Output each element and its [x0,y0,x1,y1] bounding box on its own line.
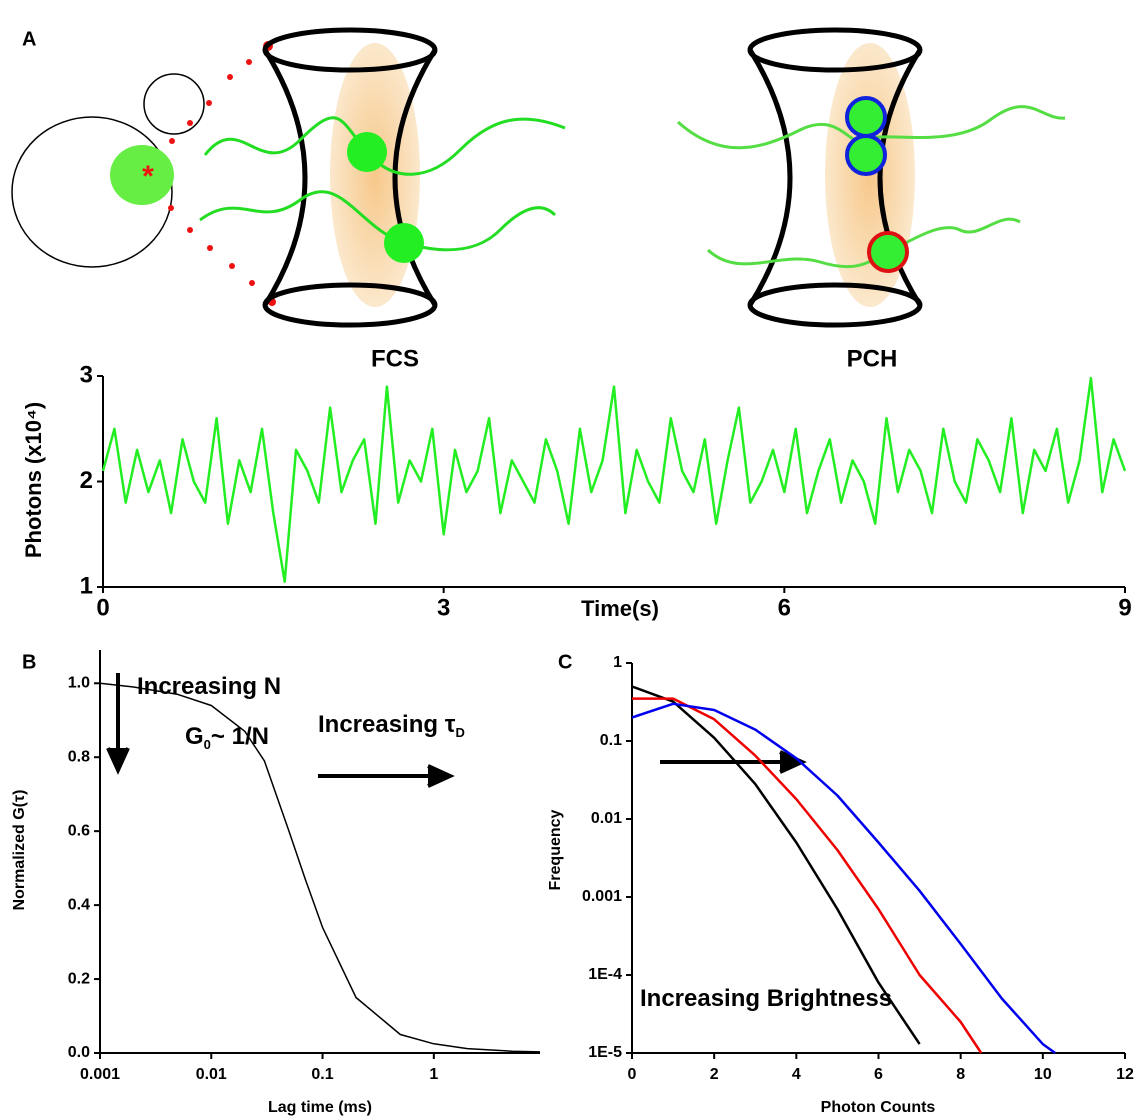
x-tick-label: 4 [792,1066,801,1083]
y-tick-label: 0.8 [68,748,90,765]
x-tick-label: 1 [429,1066,438,1083]
x-tick-label: 0.1 [311,1066,333,1083]
x-axis-title: Lag time (ms) [268,1099,372,1116]
hourglass [262,27,923,328]
x-tick-label: 2 [710,1066,719,1083]
annotation: Increasing τD [318,711,465,740]
x-tick-label: 0 [628,1066,637,1083]
x-tick-label: 8 [956,1066,965,1083]
annotation-text: Increasing Brightness [640,985,892,1012]
y-tick-label: 0.4 [68,896,90,913]
panel-label: B [22,651,36,673]
molecule [384,223,424,263]
x-tick-label: 12 [1116,1066,1134,1083]
y-tick-label: 1 [80,572,93,599]
annotation-sub: 0 [204,737,211,752]
data-line [632,697,983,1054]
cell [11,116,173,268]
x-tick-label: 0 [96,594,109,621]
data-line [99,682,541,1053]
diagram-label: PCH [847,345,898,372]
x-tick-label: 6 [874,1066,883,1083]
molecule [347,132,387,172]
x-axis-title: Time(s) [581,596,659,621]
annotation-text: G [185,723,204,750]
annotation: G0~ 1/N [185,723,269,752]
panel-label: A [22,28,36,50]
y-tick-label: 0.2 [68,970,90,987]
y-tick-label: 0.001 [582,888,622,905]
data-line [631,702,1056,1055]
annotation-sub: D [455,725,464,740]
y-tick-label: 1.0 [68,674,90,691]
marker: * [142,160,154,193]
annotation-tail: ~ 1/N [211,723,269,750]
data-line [631,685,921,1045]
molecule-monomer [867,231,909,273]
y-axis-title: Normalized G(τ) [11,790,28,911]
y-tick-label: 0.0 [68,1044,90,1061]
x-tick-label: 10 [1034,1066,1052,1083]
panel-label: C [558,651,572,673]
molecule-dimer [845,134,887,176]
y-tick-label: 3 [80,361,93,388]
y-tick-label: 0.01 [591,810,622,827]
x-axis-title: Photon Counts [821,1099,936,1116]
data-line [101,376,1127,583]
annotation-text: Increasing τ [318,711,456,738]
x-tick-label: 6 [778,594,791,621]
annotation: Increasing N [137,673,281,700]
x-tick-label: 0.001 [80,1066,120,1083]
x-tick-label: 0.01 [196,1066,227,1083]
x-tick-label: 9 [1118,594,1131,621]
y-tick-label: 1 [613,654,622,671]
annotation: Increasing Brightness [640,985,892,1012]
diagram [11,27,1066,328]
molecule-dimer [845,96,887,138]
y-tick-label: 0.6 [68,822,90,839]
cell-small [143,73,205,135]
diagram-label: FCS [371,345,419,372]
nucleus [110,145,174,205]
arrows [106,673,807,788]
y-tick-label: 1E-5 [588,1044,622,1061]
y-tick-label: 2 [80,467,93,494]
y-axis-title: Frequency [547,809,564,890]
y-tick-label: 1E-4 [588,966,622,983]
annotation-text: Increasing N [137,673,281,700]
y-axis-title: Photons (x10⁴) [21,402,46,558]
x-tick-label: 3 [437,594,450,621]
y-tick-label: 0.1 [600,732,622,749]
